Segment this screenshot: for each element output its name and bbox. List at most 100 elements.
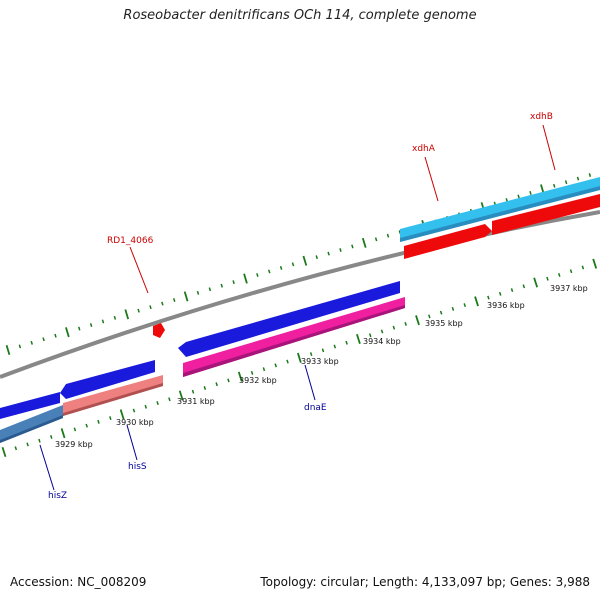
genome-summary: Topology: circular; Length: 4,133,097 bp… bbox=[260, 575, 590, 589]
inner-tick bbox=[274, 363, 277, 368]
inner-tick bbox=[296, 352, 302, 363]
inner-tick bbox=[26, 442, 29, 447]
inner-tick bbox=[404, 322, 407, 326]
outer-tick bbox=[291, 262, 295, 267]
inner-tick bbox=[533, 277, 539, 288]
inner-tick bbox=[237, 371, 243, 382]
outer-tick bbox=[54, 333, 57, 338]
pointer-hisS bbox=[126, 424, 138, 461]
inner-tick bbox=[156, 401, 159, 405]
outer-tick bbox=[386, 233, 390, 238]
inner-tick bbox=[1, 446, 7, 458]
kbp-label-3932: 3932 kbp bbox=[239, 376, 277, 385]
gene-marker-RD1_4066[interactable] bbox=[153, 323, 165, 338]
inner-tick bbox=[191, 389, 195, 394]
gene-steel-hisZ[interactable] bbox=[0, 405, 63, 443]
inner-tick bbox=[451, 306, 455, 311]
kbp-label-3930: 3930 kbp bbox=[116, 418, 154, 427]
outer-tick bbox=[18, 344, 22, 349]
outer-tick bbox=[208, 287, 212, 292]
gene-blue-1[interactable] bbox=[0, 392, 60, 419]
inner-tick bbox=[581, 265, 585, 270]
pointer-xdhA bbox=[424, 156, 439, 202]
outer-tick bbox=[161, 301, 164, 306]
gene-red-1[interactable] bbox=[404, 224, 492, 259]
inner-tick bbox=[49, 434, 53, 439]
outer-tick bbox=[183, 291, 189, 302]
gene-label-RD1_4066[interactable]: RD1_4066 bbox=[107, 236, 154, 246]
pointer-dnaE bbox=[304, 364, 316, 401]
gene-red-2[interactable] bbox=[492, 194, 600, 235]
inner-tick bbox=[109, 416, 112, 421]
gene-label-hisZ[interactable]: hisZ bbox=[48, 491, 67, 501]
gene-label-dnaE[interactable]: dnaE bbox=[304, 403, 327, 413]
outer-tick bbox=[327, 251, 330, 256]
kbp-label-3931: 3931 kbp bbox=[177, 397, 215, 406]
inner-tick bbox=[178, 390, 184, 401]
outer-tick bbox=[113, 315, 117, 320]
inner-tick bbox=[510, 288, 514, 292]
genome-backbone bbox=[0, 210, 600, 379]
outer-tick bbox=[268, 269, 271, 274]
inner-tick bbox=[498, 291, 502, 296]
kbp-label-3929: 3929 kbp bbox=[55, 440, 93, 449]
gene-label-xdhB[interactable]: xdhB bbox=[530, 112, 553, 122]
inner-tick bbox=[262, 367, 266, 372]
inner-tick bbox=[428, 314, 431, 319]
inner-tick-ring bbox=[1, 258, 598, 458]
outer-tick bbox=[374, 237, 378, 242]
inner-tick bbox=[463, 303, 467, 308]
gene-blue-3[interactable] bbox=[178, 281, 400, 357]
outer-tick bbox=[124, 309, 130, 320]
gene-salmon-stripe bbox=[63, 383, 163, 416]
kbp-label-3933: 3933 kbp bbox=[301, 357, 339, 366]
inner-tick bbox=[144, 404, 148, 409]
inner-tick bbox=[368, 333, 372, 338]
inner-tick bbox=[415, 315, 420, 326]
inner-tick bbox=[380, 329, 384, 334]
inner-tick bbox=[356, 333, 361, 345]
outer-tick bbox=[65, 327, 70, 338]
pointer-xdhB bbox=[542, 124, 556, 171]
accession-label: Accession: NC_008209 bbox=[10, 575, 147, 589]
kbp-label-3937: 3937 kbp bbox=[550, 284, 588, 293]
inner-tick bbox=[569, 269, 573, 274]
gene-label-xdhA[interactable]: xdhA bbox=[412, 144, 436, 154]
kbp-label-3934: 3934 kbp bbox=[363, 337, 401, 346]
inner-tick bbox=[168, 397, 171, 402]
inner-tick bbox=[309, 352, 313, 357]
inner-tick bbox=[215, 382, 218, 387]
inner-tick bbox=[14, 446, 18, 451]
outer-tick bbox=[315, 255, 318, 260]
inner-tick bbox=[546, 276, 549, 281]
outer-tick bbox=[279, 265, 283, 270]
inner-tick bbox=[592, 258, 598, 269]
outer-tick bbox=[564, 180, 568, 185]
inner-tick bbox=[286, 359, 289, 364]
gene-label-hisS[interactable]: hisS bbox=[128, 462, 147, 472]
outer-tick bbox=[149, 305, 152, 310]
outer-tick bbox=[78, 326, 81, 331]
outer-tick bbox=[576, 176, 580, 181]
inner-tick bbox=[250, 370, 254, 375]
gene-cyan-stripe bbox=[400, 186, 600, 242]
inner-tick bbox=[203, 386, 207, 390]
inner-tick bbox=[227, 378, 230, 383]
inner-tick bbox=[522, 284, 526, 289]
outer-tick bbox=[5, 344, 11, 356]
inner-tick bbox=[73, 427, 77, 432]
outer-tick-ring bbox=[5, 173, 592, 356]
gene-magenta-stripe bbox=[183, 305, 405, 377]
pointer-hisZ bbox=[39, 444, 55, 491]
outer-tick bbox=[173, 298, 176, 302]
outer-tick bbox=[196, 290, 200, 295]
gene-blue-2[interactable] bbox=[60, 360, 155, 399]
inner-tick bbox=[60, 428, 66, 439]
inner-tick bbox=[132, 408, 136, 413]
inner-tick bbox=[333, 344, 337, 349]
outer-tick bbox=[529, 190, 532, 195]
outer-tick bbox=[232, 280, 235, 285]
inner-tick bbox=[474, 296, 479, 307]
genome-title: Roseobacter denitrificans OCh 114, compl… bbox=[123, 8, 477, 23]
